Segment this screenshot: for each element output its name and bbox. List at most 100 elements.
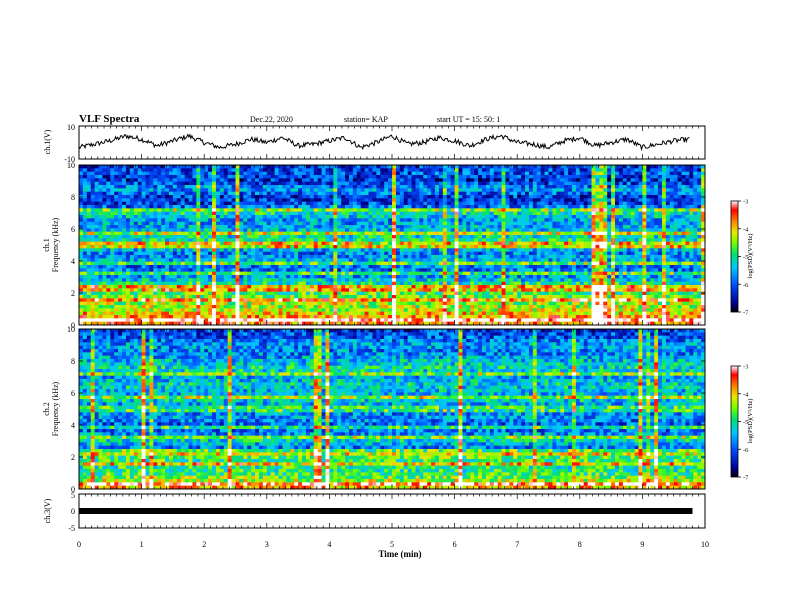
spectrogram-cell [560, 198, 565, 203]
spectrogram-cell [118, 248, 123, 253]
spectrogram-cell [368, 261, 373, 266]
spectrogram-cell [658, 168, 663, 173]
spectrogram-cell [372, 255, 377, 259]
spectrogram-cell [98, 201, 103, 206]
spectrogram-cell [255, 195, 260, 199]
spectrogram-cell [231, 165, 236, 169]
spectrogram-cell [262, 175, 268, 179]
spectrogram-cell [200, 248, 205, 253]
spectrogram-cell [290, 261, 295, 266]
spectrogram-cell [450, 261, 455, 266]
spectrogram-cell [540, 235, 545, 239]
spectrogram-cell [634, 208, 639, 213]
spectrogram-cell [200, 211, 205, 216]
spectrogram-cell [446, 218, 452, 223]
spectrogram-cell [298, 215, 303, 219]
spectrogram-cell [388, 205, 393, 209]
spectrogram-cell [294, 195, 299, 199]
spectrogram-cell [442, 185, 448, 189]
spectrogram-cell [251, 195, 256, 199]
spectrogram-cell [110, 205, 115, 209]
spectrogram-cell [403, 215, 409, 219]
spectrogram-cell [345, 211, 350, 216]
spectrogram-cell [125, 248, 131, 253]
spectrogram-cell [141, 168, 146, 173]
spectrogram-cell [278, 205, 283, 209]
spectrogram-cell [505, 191, 510, 196]
spectrogram-cell [235, 215, 240, 219]
spectrogram-cell [466, 195, 471, 199]
spectrogram-cell [654, 258, 659, 263]
spectrogram-cell [536, 185, 542, 189]
spectrogram-cell [607, 221, 612, 226]
spectrogram-cell [125, 185, 131, 189]
spectrogram-cell [599, 235, 604, 239]
spectrogram-cell [442, 235, 448, 239]
spectrogram-cell [341, 255, 346, 259]
spectrogram-cell [235, 251, 240, 256]
spectrogram-cell [466, 228, 471, 233]
spectrogram-cell [634, 195, 639, 199]
spectrogram-cell [403, 211, 409, 216]
spectrogram-cell [552, 168, 557, 173]
spectrogram-cell [188, 231, 193, 236]
spectrogram-cell [266, 171, 272, 176]
spectrogram-cell [618, 191, 624, 196]
spectrogram-cell [368, 208, 373, 213]
spectrogram-cell [575, 185, 581, 189]
spectrogram-cell [247, 191, 252, 196]
spectrogram-cell [517, 255, 522, 259]
spectrogram-cell [102, 175, 107, 179]
spectrogram-cell [196, 261, 201, 266]
spectrogram-cell [200, 245, 205, 249]
spectrogram-cell [286, 221, 291, 226]
spectrogram-cell [219, 185, 225, 189]
spectrogram-cell [411, 231, 416, 236]
spectrogram-cell [278, 221, 283, 226]
spectrogram-cell [517, 171, 522, 176]
spectrogram-cell [251, 198, 256, 203]
spectrogram-cell [118, 258, 123, 263]
spectrogram-cell [411, 225, 416, 229]
spectrogram-cell [634, 215, 639, 219]
spectrogram-cell [438, 245, 444, 249]
spectrogram-cell [79, 241, 84, 246]
spectrogram-cell [243, 238, 248, 243]
spectrogram-cell [611, 185, 616, 189]
spectrogram-cell [497, 165, 502, 169]
spectrogram-cell [697, 248, 702, 253]
spectrogram-cell [431, 235, 436, 239]
spectrogram-cell [552, 238, 557, 243]
spectrogram-cell [419, 221, 424, 226]
spectrogram-cell [231, 231, 236, 236]
spectrogram-cell [102, 261, 107, 266]
spectrogram-cell [450, 188, 455, 193]
spectrogram-cell [481, 181, 487, 186]
spectrogram-cell [446, 168, 452, 173]
spectrogram-cell [407, 208, 412, 213]
spectrogram-cell [650, 211, 655, 216]
spectrogram-cell [302, 185, 307, 189]
spectrogram-cell [188, 225, 193, 229]
spectrogram-cell [110, 251, 115, 256]
spectrogram-cell [258, 245, 264, 249]
spectrogram-cell [485, 241, 491, 246]
spectrogram-cell [313, 191, 319, 196]
spectrogram-cell [681, 258, 686, 263]
spectrogram-cell [305, 218, 311, 223]
spectrogram-cell [395, 258, 401, 263]
spectrogram-cell [415, 235, 420, 239]
spectrogram-cell [638, 218, 643, 223]
spectrogram-cell [227, 178, 232, 183]
spectrogram-cell [540, 188, 545, 193]
spectrogram-cell [176, 208, 182, 213]
spectrogram-cell [337, 225, 342, 229]
spectrogram-cell [505, 231, 510, 236]
spectrogram-cell [168, 238, 174, 243]
spectrogram-cell [458, 251, 463, 256]
spectrogram-cell [133, 168, 139, 173]
spectrogram-cell [145, 195, 150, 199]
spectrogram-cell [544, 165, 549, 169]
spectrogram-cell [677, 245, 682, 249]
spectrogram-cell [157, 255, 162, 259]
